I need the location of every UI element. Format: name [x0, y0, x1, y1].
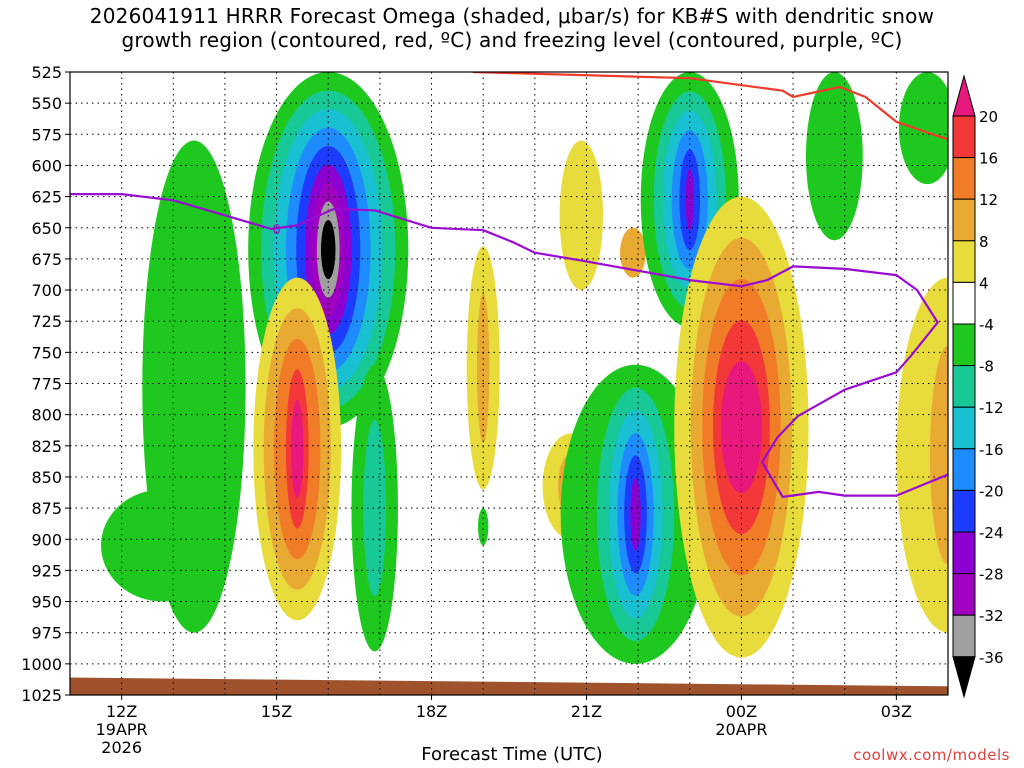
colorbar-swatch: [952, 198, 976, 242]
x-tick-label-00Z: 00Z: [726, 702, 757, 721]
x-tick-year: 2026: [101, 738, 142, 757]
omega-shell-sink-2100: [559, 140, 603, 291]
x-tick-date: 20APR: [715, 720, 767, 739]
omega-shading: [100, 72, 948, 664]
omega-shell-sink-0000: [720, 361, 763, 493]
y-tick-label-650: 650: [31, 219, 62, 238]
x-tick-label-18Z: 18Z: [416, 702, 447, 721]
contour-layer: 0: [70, 72, 948, 498]
y-tick-label-625: 625: [31, 188, 62, 207]
y-tick-label-950: 950: [31, 593, 62, 612]
colorbar-swatch: [952, 448, 976, 491]
title-line-1: 2026041911 HRRR Forecast Omega (shaded, …: [89, 4, 935, 28]
y-tick-label-525: 525: [31, 63, 62, 82]
x-tick-label-15Z: 15Z: [261, 702, 292, 721]
colorbar-swatch: [952, 281, 976, 325]
credit-text: coolwx.com/models: [853, 746, 1010, 764]
gridlines: [69, 71, 949, 696]
y-tick-label-775: 775: [31, 375, 62, 394]
y-tick-label-875: 875: [31, 499, 62, 518]
y-tick-label-1000: 1000: [21, 655, 62, 674]
y-tick-label-900: 900: [31, 530, 62, 549]
y-tick-label-700: 700: [31, 281, 62, 300]
omega-shell-sink-1900: [476, 293, 490, 443]
colorbar-swatch: [952, 115, 976, 159]
omega-shell-sink-0330: [929, 345, 948, 565]
y-tick-label-750: 750: [31, 343, 62, 362]
colorbar-bottom-arrow: [952, 656, 976, 699]
colorbar-label-12: 12: [979, 191, 998, 209]
colorbar-label--32: -32: [979, 607, 1004, 625]
terrain-fill: [70, 677, 948, 695]
colorbar-label--24: -24: [979, 524, 1004, 542]
colorbar-top-arrow: [952, 74, 976, 117]
freezing-contour-label: 0: [272, 223, 280, 238]
y-tick-label-1025: 1025: [21, 686, 62, 705]
y-tick-label-600: 600: [31, 156, 62, 175]
y-tick-label-925: 925: [31, 561, 62, 580]
x-tick-date: 19APR: [96, 720, 148, 739]
colorbar-swatch: [952, 323, 976, 367]
omega-shell-updraft-1730-lower: [363, 419, 387, 597]
colorbar-label-4: 4: [979, 274, 989, 292]
y-tick-label-575: 575: [31, 125, 62, 144]
colorbar-label--16: -16: [979, 441, 1004, 459]
terrain-layer: [70, 677, 948, 695]
omega-shell-updraft-column-1530: [321, 219, 336, 280]
colorbar-label--4: -4: [979, 316, 994, 334]
y-tick-label-975: 975: [31, 624, 62, 643]
colorbar-swatch: [952, 531, 976, 575]
x-tick-label-21Z: 21Z: [571, 702, 602, 721]
colorbar-swatch: [952, 573, 976, 616]
colorbar-swatch: [952, 406, 976, 450]
colorbar-swatch: [952, 240, 976, 283]
omega-shell-green-11z-lower: [100, 489, 225, 602]
omega-shell-sink-1900-small: [478, 508, 489, 546]
colorbar: 20 16 12 8 4 -4 -8 -12 -16 -20 -24 -28 -32 -36: [952, 74, 1004, 699]
colorbar-label--12: -12: [979, 399, 1004, 417]
colorbar-swatch: [952, 157, 976, 200]
colorbar-label--20: -20: [979, 482, 1004, 500]
y-tick-label-850: 850: [31, 468, 62, 487]
x-tick-label-03Z: 03Z: [881, 702, 912, 721]
omega-shell-green-0200: [805, 72, 863, 241]
colorbar-label-16: 16: [979, 150, 998, 168]
chart-title: 2026041911 HRRR Forecast Omega (shaded, …: [0, 4, 1024, 52]
y-tick-label-800: 800: [31, 406, 62, 425]
colorbar-label--8: -8: [979, 358, 994, 376]
omega-shell-sink-2240: [620, 227, 646, 278]
freezing-level-contour-purple: [70, 193, 948, 498]
omega-shell-sink-0330: [896, 277, 948, 633]
dgz-contour-red: [472, 72, 948, 141]
colorbar-label-8: 8: [979, 233, 989, 251]
colorbar-swatch: [952, 365, 976, 408]
colorbar-swatch: [952, 489, 976, 533]
axis-labels: 525 550 575 600 625 650 675 700 725 750 775 800 825 8…: [21, 63, 912, 757]
y-tick-label-550: 550: [31, 94, 62, 113]
colorbar-swatch: [952, 614, 976, 658]
title-line-2: growth region (contoured, red, ºC) and f…: [121, 28, 903, 52]
omega-shell-green-0330: [898, 72, 948, 185]
colorbar-label--28: -28: [979, 566, 1004, 584]
y-tick-label-825: 825: [31, 437, 62, 456]
x-axis-title: Forecast Time (UTC): [421, 744, 603, 765]
y-tick-label-675: 675: [31, 250, 62, 269]
colorbar-label--36: -36: [979, 649, 1004, 667]
x-tick-label-12Z: 12Z: [106, 702, 137, 721]
colorbar-label-20: 20: [979, 108, 998, 126]
omega-shell-sink-1500: [291, 399, 304, 498]
y-tick-label-725: 725: [31, 312, 62, 331]
